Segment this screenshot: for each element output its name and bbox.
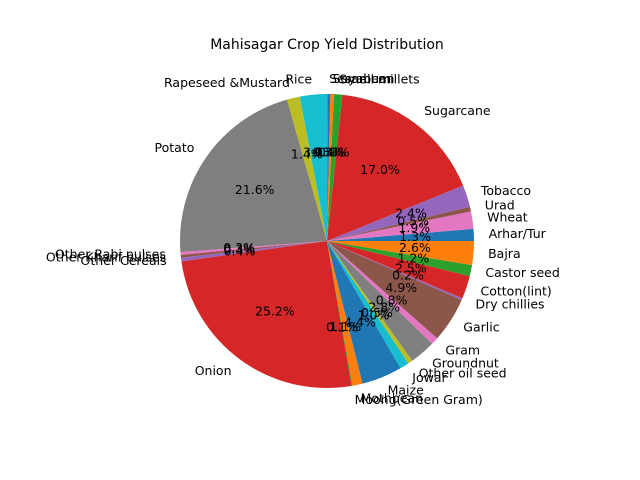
percent-label-rice: 3.0% [303, 145, 335, 160]
slice-label-wheat: Wheat [487, 210, 528, 225]
percent-label-sesamum: 0.3% [312, 144, 344, 159]
pie-slice-other-cereals [180, 241, 327, 262]
pie-slice-groundnut [327, 241, 433, 361]
slice-label-gram: Gram [445, 343, 480, 358]
percent-label-mothbean: 1.1% [329, 319, 361, 334]
pie-slice-jowar [327, 241, 409, 369]
pie-slice-dry-chillies [327, 241, 463, 300]
percent-label-moong-green-gram: 0.1% [326, 319, 358, 334]
pie-slice-rapeseed-mustard [286, 96, 327, 241]
percent-label-small-millets: 0.9% [318, 145, 350, 160]
percent-label-wheat: 1.9% [398, 220, 430, 235]
percent-label-other-rabi-pulses: 0.3% [223, 240, 255, 255]
pie-slice-rice [299, 93, 328, 241]
pie-slice-arhar-tur [327, 228, 474, 241]
pie-slice-castor-seed [327, 241, 472, 277]
slice-label-garlic: Garlic [463, 320, 499, 335]
pie-slice-tobacco [327, 185, 470, 241]
percent-label-other-kharif-pulses: 0.3% [223, 242, 255, 257]
pie-slice-bajra [327, 241, 474, 266]
percent-labels: 1.3%1.9%0.5%2.4%17.0%0.9%0.4%0.3%3.0%1.4… [223, 144, 431, 334]
pie-slice-sesamum [327, 94, 331, 241]
percent-label-garlic: 4.9% [385, 280, 417, 295]
slice-label-potato: Potato [155, 140, 195, 155]
pie-slice-other-rabi-pulses [180, 241, 327, 255]
slice-label-maize: Maize [388, 382, 424, 397]
slice-label-other-cereals: Other Cereals [81, 253, 167, 268]
slice-label-rice: Rice [285, 72, 312, 87]
chart-title: Mahisagar Crop Yield Distribution [210, 37, 444, 53]
percent-label-urad: 0.5% [397, 213, 429, 228]
pie-slice-maize [327, 241, 401, 384]
slice-label-moong-green-gram: Moong(Green Gram) [355, 392, 483, 407]
slice-label-other-oil-seed: Other oil seed [419, 366, 507, 381]
percent-label-other-cereals: 0.4% [224, 244, 256, 259]
pie-slice-cotton-lint [327, 241, 470, 299]
slice-label-urad: Urad [485, 197, 515, 212]
pie-slice-potato [180, 99, 327, 253]
slice-label-small-millets: Small millets [339, 71, 419, 86]
percent-label-onion: 25.2% [255, 304, 295, 319]
pie-slice-other-oil-seed [327, 241, 413, 364]
slice-label-mothbean: Mothbean [361, 391, 423, 406]
pie-slice-soyabean [327, 94, 334, 241]
percent-label-maize: 4.4% [344, 314, 376, 329]
pie-slice-sugarcane [327, 94, 464, 241]
slice-label-groundnut: Groundnut [432, 355, 499, 370]
slice-label-castor-seed: Castor seed [485, 265, 559, 280]
pie-slice-small-millets [327, 94, 343, 241]
slice-label-sesamum: Sesamum [329, 71, 391, 86]
pie-slice-wheat [327, 211, 474, 241]
pie-slice-mothbean [327, 241, 363, 386]
pie-slice-moong-green-gram [327, 241, 353, 386]
slice-label-soyabean: Soyabean [333, 71, 395, 86]
percent-label-potato: 21.6% [235, 182, 275, 197]
percent-label-dry-chillies: 0.2% [392, 267, 424, 282]
slice-label-other-rabi-pulses: Other Rabi pulses [55, 246, 166, 261]
pie-slices [180, 93, 474, 389]
slice-label-dry-chillies: Dry chillies [476, 296, 545, 311]
slice-label-tobacco: Tobacco [480, 183, 531, 198]
percent-label-rapeseed-mustard: 1.4% [291, 147, 323, 162]
slice-label-bajra: Bajra [488, 246, 521, 261]
percent-label-gram: 0.8% [376, 293, 408, 308]
percent-label-sugarcane: 17.0% [360, 162, 400, 177]
percent-label-soyabean: 0.4% [314, 144, 346, 159]
pie-slice-other-kharif-pulses [180, 241, 327, 258]
slice-label-arhar-tur: Arhar/Tur [489, 226, 547, 241]
slice-label-jowar: Jowar [411, 370, 447, 385]
pie-slice-urad [327, 206, 471, 241]
percent-label-tobacco: 2.4% [395, 206, 427, 221]
percent-label-bajra: 2.6% [399, 240, 431, 255]
slice-label-onion: Onion [195, 363, 232, 378]
percent-label-castor-seed: 1.2% [398, 250, 430, 265]
slice-label-rapeseed-mustard: Rapeseed &Mustard [164, 75, 290, 90]
pie-slice-gram [327, 241, 438, 344]
percent-label-arhar-tur: 1.3% [399, 229, 431, 244]
percent-label-cotton-lint: 2.5% [395, 260, 427, 275]
percent-label-jowar: 1.0% [358, 307, 390, 322]
pie-slice-garlic [327, 241, 462, 339]
slice-label-other-kharif-pulses: Other Kharif pulses [46, 249, 166, 264]
pie-slice-onion [181, 241, 352, 389]
slice-label-sugarcane: Sugarcane [424, 103, 491, 118]
percent-label-other-oil-seed: 0.5% [361, 305, 393, 320]
percent-label-groundnut: 2.8% [368, 300, 400, 315]
slice-label-cotton-lint: Cotton(lint) [481, 283, 552, 298]
